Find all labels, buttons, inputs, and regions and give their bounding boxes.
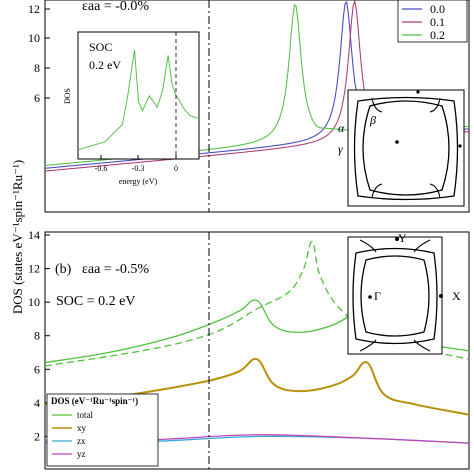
legend-title: DOS (eV⁻¹Ru⁻¹spin⁻¹): [51, 396, 138, 406]
alpha-label: α: [338, 121, 345, 135]
top-ytick-label: 12: [28, 2, 40, 16]
bottom-series-line-xy: [44, 357, 470, 416]
bottom-ytick-label: 2: [34, 429, 40, 443]
bottom-legend: DOS (eV⁻¹Ru⁻¹spin⁻¹) total xy zx yz: [46, 393, 159, 467]
gamma-point: [395, 140, 399, 144]
soc-inset: SOC 0.2 eV DOS -0.6 -0.3 0 energy (eV): [63, 31, 200, 186]
bottom-beta-sheet: [360, 255, 430, 337]
bottom-fermi-surface: Y Γ X: [347, 231, 461, 355]
inset-xlabel: energy (eV): [119, 177, 158, 186]
top-bz-frame: [347, 89, 465, 207]
bottom-ytick-label: 4: [34, 396, 40, 410]
top-ytick-label: 10: [28, 31, 40, 45]
bottom-y-ticks: 14 12 10 8 6 4 2: [28, 228, 50, 443]
inset-soc-label: SOC: [89, 40, 112, 54]
inset-xtick-label: -0.6: [95, 164, 108, 173]
gamma-label: γ: [338, 142, 343, 156]
bottom-ytick-label: 12: [28, 262, 40, 276]
inset-dos-line: [77, 49, 200, 151]
top-ytick-label: 6: [34, 91, 40, 105]
legend-entry-0.2: 0.2: [430, 28, 445, 42]
alpha-sheet: [353, 96, 459, 201]
inset-xtick-label: -0.3: [132, 164, 145, 173]
legend-entry-total: total: [77, 410, 93, 420]
inset-soc-value: 0.2 eV: [89, 58, 121, 72]
bottom-ytick-label: 14: [28, 228, 40, 242]
top-fermi-surface: α β γ: [338, 89, 465, 207]
beta-sheet: [362, 100, 450, 196]
bottom-corner-pockets: [359, 239, 431, 352]
bottom-alpha-sheet: [352, 247, 438, 345]
inset-xtick-label: 0: [174, 164, 178, 173]
legend-entry-xy: xy: [77, 423, 87, 433]
gamma-point-label: Γ: [374, 289, 381, 303]
top-ytick-label: 8: [34, 61, 40, 75]
corner-pockets: [371, 97, 441, 199]
gamma-point-bottom: [368, 295, 372, 299]
bottom-soc-label: SOC = 0.2 eV: [56, 294, 135, 309]
legend-entry-zx: zx: [77, 436, 86, 446]
beta-label: β: [369, 113, 376, 127]
legend-entry-0.1: 0.1: [430, 15, 445, 29]
bottom-ytick-label: 6: [34, 362, 40, 376]
bottom-strain-label: εaa = -0.5%: [82, 262, 149, 277]
bottom-ytick-label: 8: [34, 329, 40, 343]
y-point: [395, 237, 399, 241]
x-point-label: X: [452, 289, 461, 303]
top-strain-label: εaa = -0.0%: [82, 0, 149, 14]
y-point-label: Y: [398, 231, 407, 245]
inset-ylabel: DOS: [63, 88, 72, 104]
x-point: [439, 294, 443, 298]
zone-boundary-point: [416, 90, 420, 94]
bottom-ytick-label: 10: [28, 295, 40, 309]
y-axis-label: DOS (states eV⁻¹spin⁻¹Ru⁻¹): [10, 160, 25, 314]
inset-series-line: [77, 49, 200, 151]
zone-boundary-point: [458, 144, 462, 148]
legend-entry-0.0: 0.0: [430, 2, 445, 16]
top-legend: 0.0 0.1 0.2: [397, 0, 468, 43]
top-plot-frame: [44, 0, 470, 213]
top-y-ticks: 12 10 8 6: [28, 2, 50, 105]
panel-label-b: (b): [55, 262, 72, 277]
top-panel: 12 10 8 6 εaa = -0.0% 0.0 0.1 0.2: [28, 0, 470, 213]
legend-entry-yz: yz: [77, 449, 86, 459]
